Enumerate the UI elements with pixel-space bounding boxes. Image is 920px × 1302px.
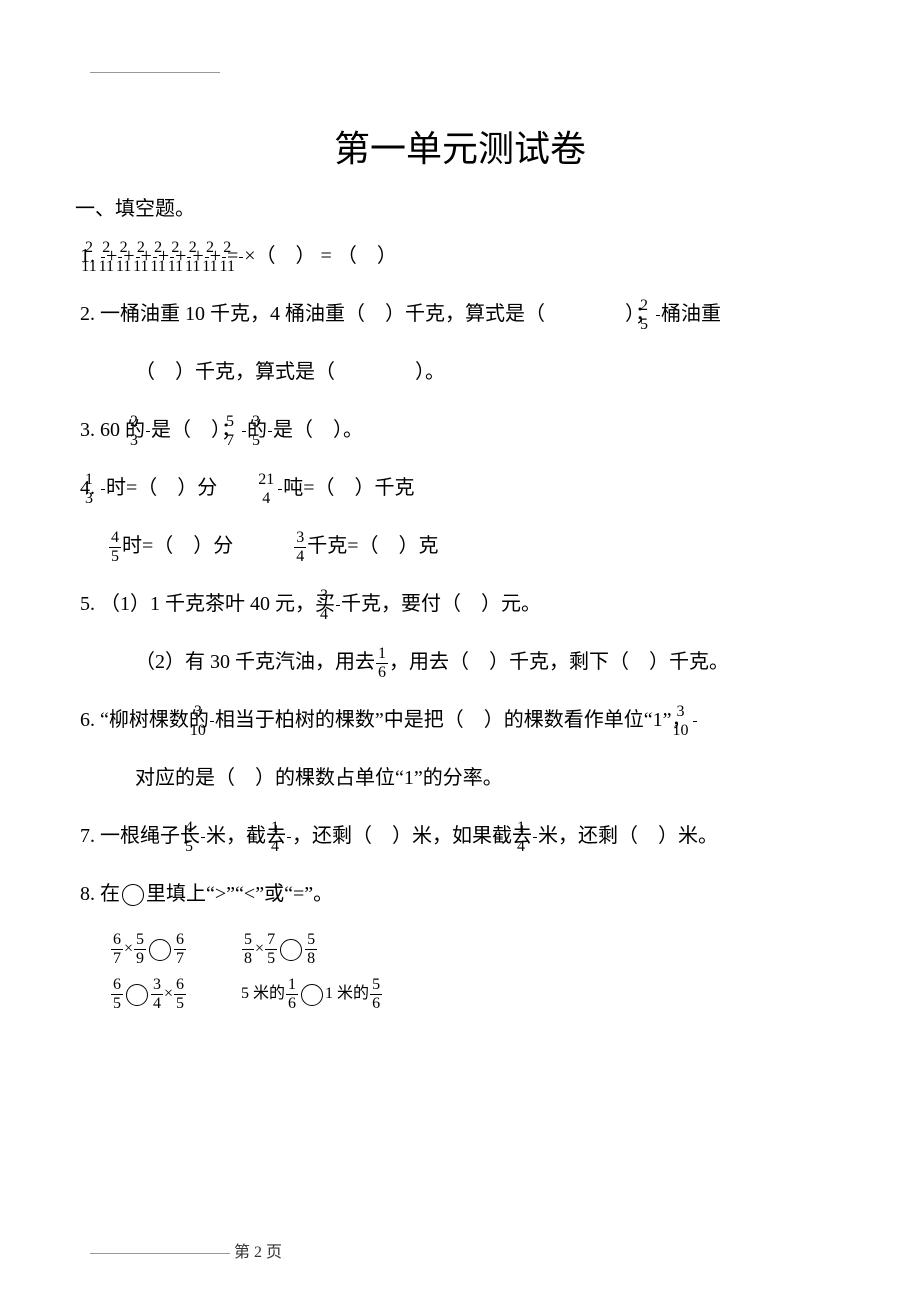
frac: 23 [146, 414, 150, 449]
circle-icon [280, 939, 302, 961]
q6-num: 6. [80, 709, 95, 731]
frac: 65 [111, 977, 123, 1012]
question-6-line2: 对应的是（ ）的棵数占单位“1”的分率。 [80, 758, 840, 798]
frac: 56 [370, 977, 382, 1012]
frac: 310 [693, 704, 697, 739]
frac: 34 [294, 530, 306, 565]
question-8-row1: 67×5967 58×7558 [80, 932, 840, 967]
q3-num: 3. [80, 419, 95, 441]
frac: 35 [268, 414, 272, 449]
frac: 67 [174, 932, 186, 967]
circle-icon [126, 984, 148, 1006]
frac: 16 [286, 977, 298, 1012]
question-7: 7. 一根绳子长45米，截去14，还剩（ ）米，如果截去14米，还剩（ ）米。 [80, 816, 840, 856]
section-heading: 一、填空题。 [75, 192, 840, 221]
frac: 58 [242, 932, 254, 967]
footer-rule [90, 1253, 230, 1254]
question-2-line2: （ ）千克，算式是（ ）。 [80, 352, 840, 392]
header-rule [90, 72, 220, 73]
question-4-line2: 45时=（ ）分34千克=（ ）克 [80, 526, 840, 566]
footer-text: 第 2 页 [234, 1244, 282, 1261]
frac: 75 [265, 932, 277, 967]
circle-icon [301, 984, 323, 1006]
circle-icon [122, 884, 144, 906]
frac: 58 [305, 932, 317, 967]
frac: 211 [239, 240, 243, 275]
q2-num: 2. [80, 303, 95, 325]
frac: 59 [134, 932, 146, 967]
circle-icon [149, 939, 171, 961]
question-3: 3. 60 的23是（ ）；57的35是（ ）。 [80, 410, 840, 450]
frac: 45 [109, 530, 121, 565]
frac: 45 [201, 820, 205, 855]
frac: 13 [101, 472, 105, 507]
q5-num: 5. [80, 593, 95, 615]
frac: 65 [174, 977, 186, 1012]
frac: 14 [533, 820, 537, 855]
frac: 310 [210, 704, 214, 739]
page-footer: 第 2 页 [90, 1238, 282, 1262]
page-title: 第一单元测试卷 [80, 120, 840, 172]
question-5-2: （2）有 30 千克汽油，用去16，用去（ ）千克，剩下（ ）千克。 [80, 642, 840, 682]
question-2: 2. 一桶油重 10 千克，4 桶油重（ ）千克，算式是（ ）；25桶油重 [80, 294, 840, 334]
q7-num: 7. [80, 825, 95, 847]
frac: 67 [111, 932, 123, 967]
question-1: 1. 211+211+211+211+211+211+211+211=211×（… [80, 236, 840, 276]
frac: 214 [278, 472, 282, 507]
question-8: 8. 在里填上“>”“<”或“=”。 [80, 874, 840, 914]
frac: 16 [376, 646, 388, 681]
frac: 34 [151, 977, 163, 1012]
question-5-1: 5. （1）1 千克茶叶 40 元，买34千克，要付（ ）元。 [80, 584, 840, 624]
question-8-row2: 6534×65 5 米的161 米的56 [80, 977, 840, 1012]
frac: 25 [656, 298, 660, 333]
frac: 57 [242, 414, 246, 449]
question-6: 6. “柳树棵数的310相当于柏树的棵数”中是把（ ）的棵数看作单位“1”，31… [80, 700, 840, 740]
frac: 14 [287, 820, 291, 855]
q8-num: 8. [80, 883, 95, 905]
question-4: 4. 13时=（ ）分214吨=（ ）千克 [80, 468, 840, 508]
frac: 34 [336, 588, 340, 623]
